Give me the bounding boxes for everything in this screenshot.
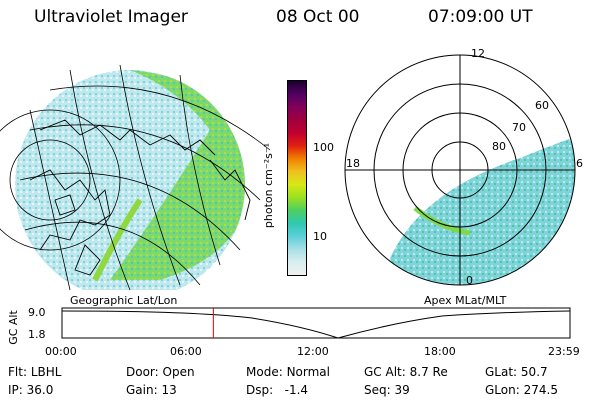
time-tick-2359: 23:59 [548, 345, 580, 358]
geographic-map-label: Geographic Lat/Lon [70, 294, 178, 307]
time-label: 07:09:00 UT [428, 7, 533, 27]
mlt-label-12: 12 [471, 47, 485, 60]
time-tick-0000: 00:00 [45, 345, 77, 358]
mlat-label-60: 60 [535, 99, 549, 112]
auroral-arc [92, 198, 143, 282]
mlat-label-70: 70 [512, 121, 526, 134]
status-gain: Gain: 13 [126, 383, 177, 397]
coastlines [29, 119, 251, 276]
colorbar [287, 80, 307, 276]
apex-map-label: Apex MLat/MLT [424, 294, 507, 307]
auroral-emission-bright [110, 70, 245, 280]
altitude-ytick-high: 9.0 [28, 306, 46, 319]
mlt-label-0: 0 [466, 274, 473, 287]
status-glat: GLat: 50.7 [485, 365, 548, 379]
time-tick-1800: 18:00 [424, 345, 456, 358]
polar-grid [344, 54, 576, 286]
status-dsp: Dsp: -1.4 [246, 383, 309, 397]
colorbar-gradient [288, 81, 306, 275]
mlat-label-80: 80 [492, 140, 506, 153]
status-glon: GLon: 274.5 [485, 383, 558, 397]
time-tick-1200: 12:00 [297, 345, 329, 358]
status-gc-alt: GC Alt: 8.7 Re [364, 365, 448, 379]
status-ip: IP: 36.0 [8, 383, 54, 397]
date-label: 08 Oct 00 [276, 7, 360, 27]
colorbar-tick-100: 100 [313, 141, 334, 154]
colorbar-unit-label: photon cm⁻²s⁻¹ [262, 142, 276, 229]
magnetic-polar-plot [344, 54, 576, 286]
altitude-curve [61, 310, 571, 339]
status-seq: Seq: 39 [364, 383, 410, 397]
time-tick-0600: 06:00 [170, 345, 202, 358]
status-mode: Mode: Normal [246, 365, 330, 379]
status-filter: Flt: LBHL [8, 365, 62, 379]
mlt-label-6: 6 [576, 157, 583, 170]
status-door: Door: Open [126, 365, 195, 379]
lat-lon-grid [0, 64, 271, 291]
altitude-ylabel: GC Alt [6, 310, 20, 345]
mlt-label-18: 18 [346, 157, 360, 170]
altitude-ytick-low: 1.8 [28, 328, 46, 341]
instrument-title: Ultraviolet Imager [34, 7, 188, 27]
altitude-plot [61, 307, 571, 339]
auroral-oval [380, 128, 575, 285]
geographic-map [0, 64, 271, 291]
colorbar-tick-10: 10 [313, 230, 327, 243]
